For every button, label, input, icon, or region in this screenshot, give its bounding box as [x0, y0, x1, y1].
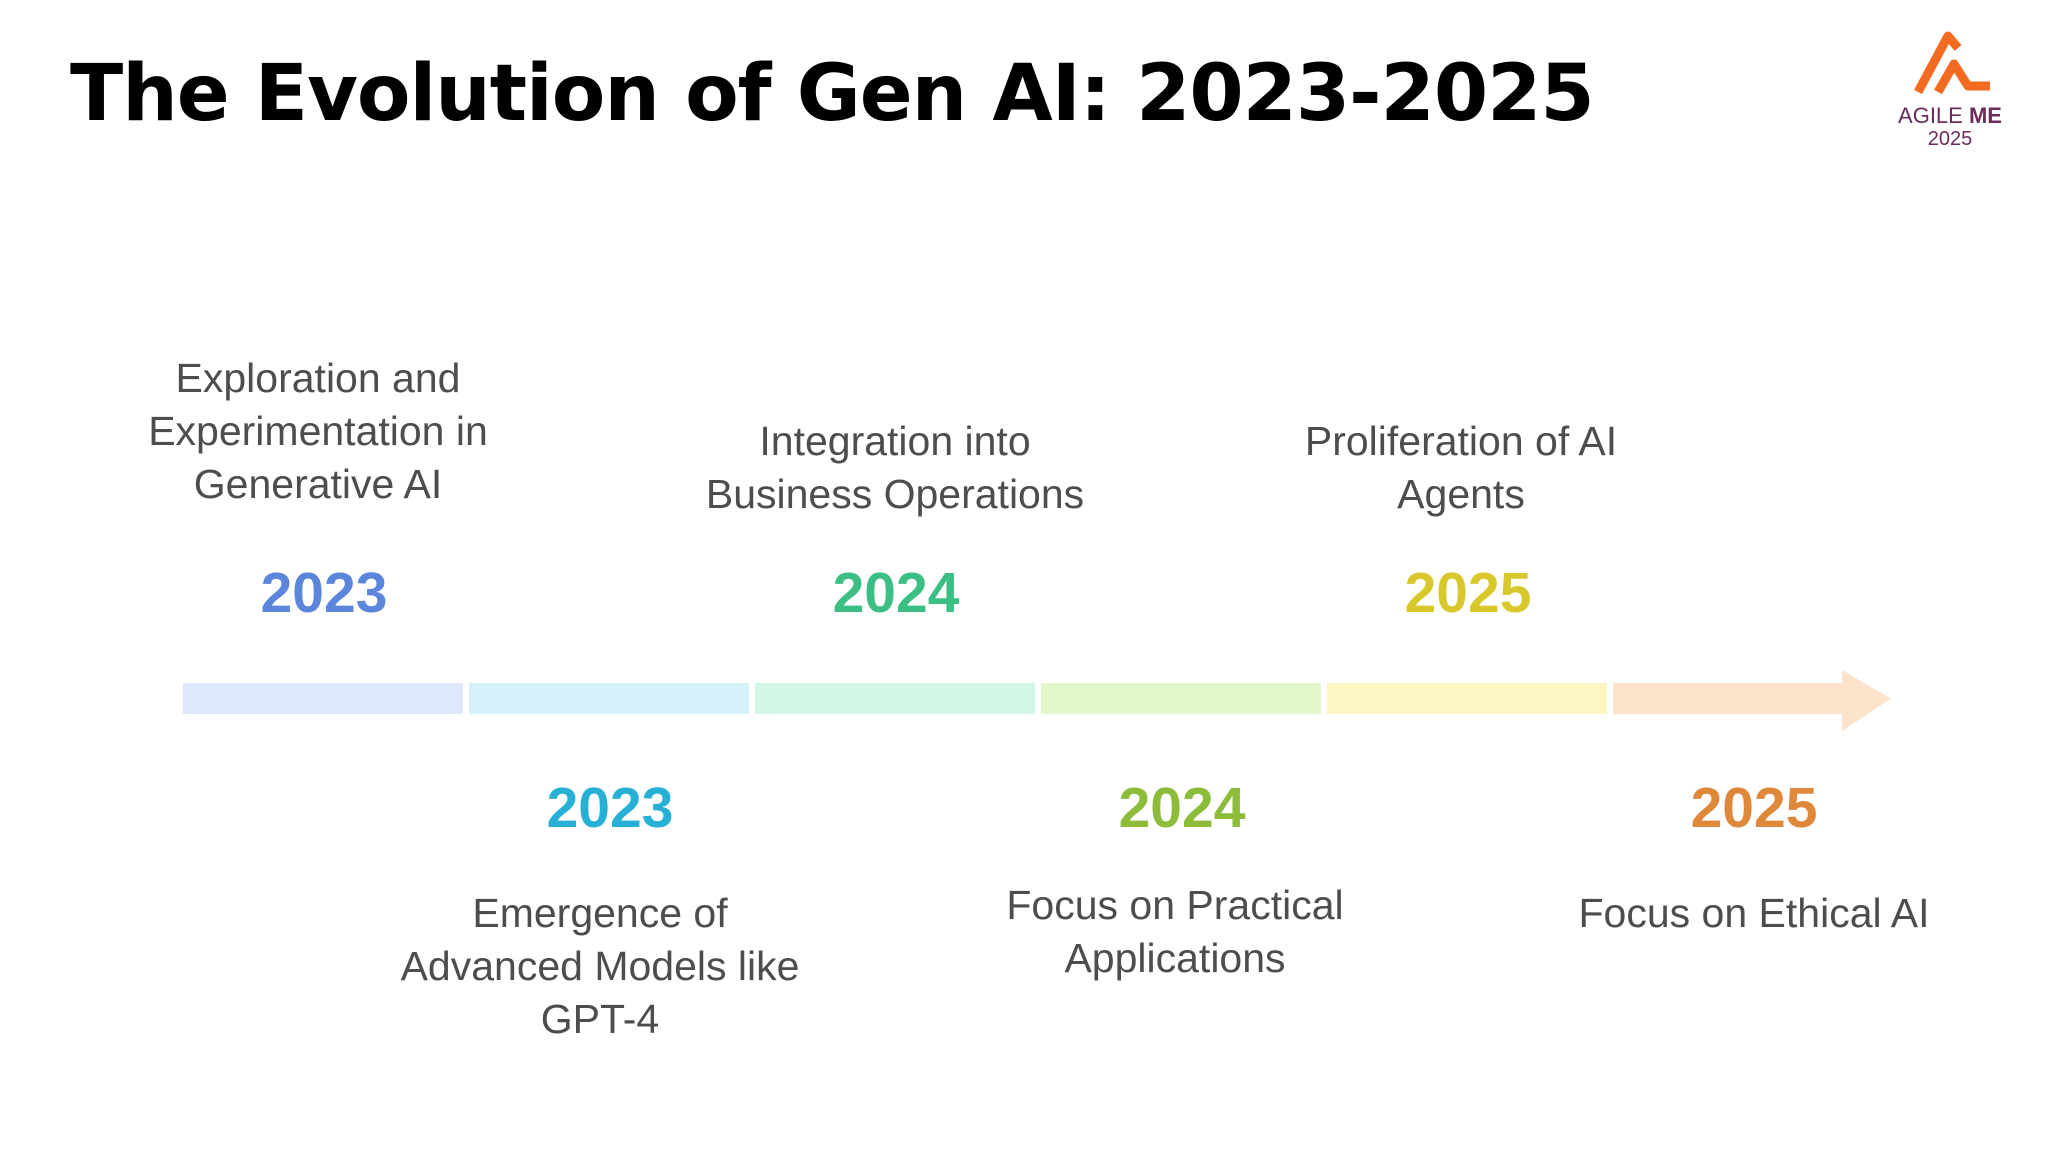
timeline-segment-5 [1327, 683, 1607, 714]
timeline-segment-4 [1041, 683, 1321, 714]
milestone-2-year: 2023 [546, 776, 674, 840]
page-title: The Evolution of Gen AI: 2023-2025 [70, 49, 1595, 139]
milestone-4-caption: Focus on Practical Applications [1006, 882, 1344, 981]
milestone-5-year: 2025 [1404, 561, 1532, 625]
milestone-5-caption: Proliferation of AI Agents [1304, 418, 1618, 517]
timeline-segment-2 [469, 683, 749, 714]
timeline-segment-3 [755, 683, 1035, 714]
logo-wordmark: AGILE ME [1898, 103, 2002, 128]
timeline-segment-1 [183, 683, 463, 714]
milestone-2-caption: Emergence of Advanced Models like GPT-4 [400, 890, 800, 1042]
agile-me-mark-icon [1914, 31, 1990, 95]
milestone-1-year: 2023 [260, 561, 388, 625]
milestone-4-year: 2024 [1118, 776, 1246, 840]
milestone-6-year: 2025 [1690, 776, 1818, 840]
logo-year: 2025 [1927, 128, 1973, 151]
milestone-3-year: 2024 [832, 561, 960, 625]
agile-me-logo: AGILE ME 2025 [1880, 30, 2020, 150]
milestone-1-caption: Exploration and Experimentation in Gener… [148, 355, 488, 507]
milestone-3-caption: Integration into Business Operations [705, 418, 1085, 517]
milestone-6-caption: Focus on Ethical AI [1578, 890, 1930, 936]
timeline-arrowhead [1613, 670, 1891, 731]
